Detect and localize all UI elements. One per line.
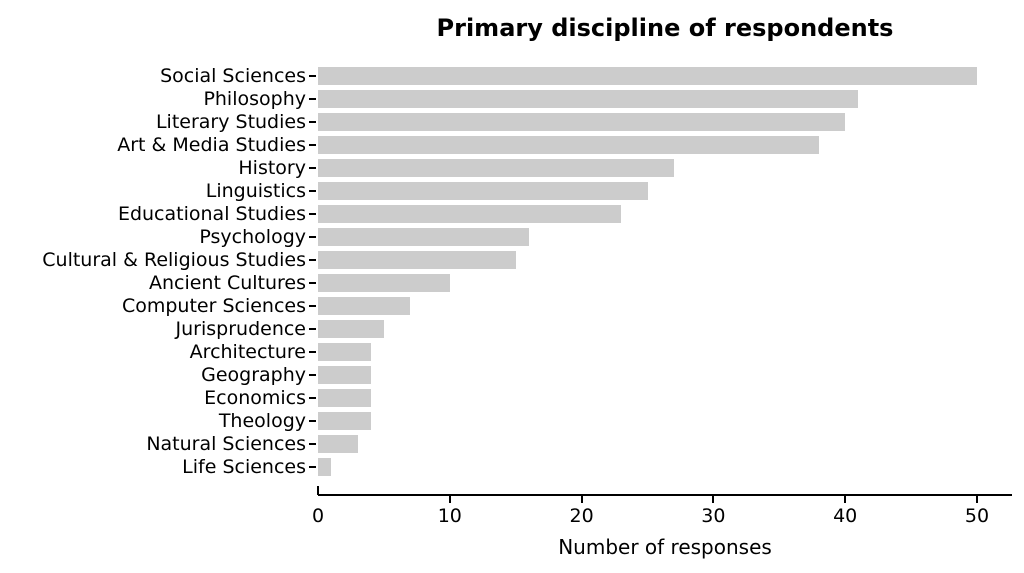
bar (318, 342, 371, 362)
y-tick-mark (309, 466, 316, 468)
y-tick-label: Geography (201, 364, 306, 386)
bar (318, 411, 371, 431)
y-tick-label: Ancient Cultures (148, 272, 306, 294)
y-tick-label: Theology (218, 410, 306, 432)
bar (318, 434, 358, 454)
y-tick-mark (309, 305, 316, 307)
y-tick-mark (309, 374, 316, 376)
bar (318, 66, 977, 86)
y-tick-mark (309, 397, 316, 399)
y-tick-mark (309, 75, 316, 77)
bar (318, 158, 674, 178)
x-tick-mark (712, 496, 715, 503)
bar (318, 204, 622, 224)
y-tick-label: Art & Media Studies (117, 134, 306, 156)
bar (318, 89, 859, 109)
bar (318, 296, 411, 316)
y-tick-mark (309, 236, 316, 238)
y-tick-mark (309, 213, 316, 215)
x-tick-mark (844, 496, 847, 503)
y-tick-mark (309, 351, 316, 353)
y-tick-label: Life Sciences (182, 456, 306, 478)
y-tick-label: Economics (204, 387, 306, 409)
y-tick-label: Natural Sciences (146, 433, 306, 455)
y-tick-mark (309, 420, 316, 422)
bar (318, 388, 371, 408)
bar (318, 227, 529, 247)
y-tick-mark (309, 282, 316, 284)
y-tick-mark (309, 144, 316, 146)
y-tick-label: Computer Sciences (121, 295, 306, 317)
x-axis-origin-tick (317, 486, 319, 495)
bar (318, 365, 371, 385)
x-tick-label: 30 (701, 505, 726, 527)
x-axis-line (318, 494, 1012, 496)
y-tick-mark (309, 259, 316, 261)
y-tick-label: Psychology (199, 226, 306, 248)
y-tick-label: Literary Studies (155, 111, 306, 133)
x-tick-label: 50 (964, 505, 990, 527)
bar (318, 273, 450, 293)
x-tick-mark (448, 496, 451, 503)
x-tick-label: 10 (437, 505, 462, 527)
bar (318, 135, 819, 155)
bar (318, 457, 332, 477)
x-tick-label: 0 (311, 505, 325, 527)
y-tick-mark (309, 121, 316, 123)
x-tick-mark (580, 496, 583, 503)
x-tick-label: 20 (569, 505, 594, 527)
y-tick-mark (309, 443, 316, 445)
y-tick-mark (309, 328, 316, 330)
y-tick-mark (309, 190, 316, 192)
x-tick-label: 40 (833, 505, 858, 527)
bar (318, 319, 384, 339)
y-tick-label: Jurisprudence (175, 318, 306, 340)
y-tick-label: History (238, 157, 306, 179)
x-tick-mark (976, 496, 978, 503)
y-tick-mark (309, 167, 316, 169)
y-tick-label: Philosophy (203, 88, 306, 110)
bar (318, 250, 516, 270)
y-tick-label: Educational Studies (117, 203, 306, 225)
bar (318, 181, 648, 201)
y-tick-label: Architecture (189, 341, 306, 363)
chart-title: Primary discipline of respondents (436, 14, 894, 42)
bar (318, 112, 846, 132)
y-tick-label: Cultural & Religious Studies (42, 249, 306, 271)
x-axis-label: Number of responses (558, 535, 772, 559)
y-tick-label: Linguistics (205, 180, 306, 202)
y-tick-label: Social Sciences (160, 65, 306, 87)
y-tick-mark (309, 98, 316, 100)
